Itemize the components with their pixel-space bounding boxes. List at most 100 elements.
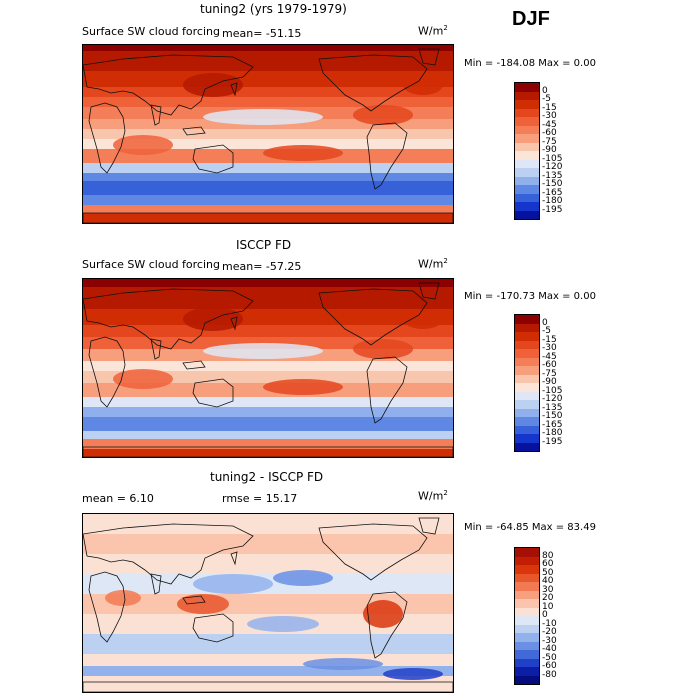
colorbar-swatch [515, 142, 539, 151]
panel-1-field-label: Surface SW cloud forcing [82, 25, 220, 38]
colorbar-swatch [515, 83, 539, 92]
colorbar-swatch [515, 374, 539, 383]
colorbar-swatch [515, 100, 539, 109]
colorbar-swatch [515, 599, 539, 608]
colorbar-swatch [515, 400, 539, 409]
colorbar-swatch [515, 408, 539, 417]
panel-3-map-field [83, 514, 453, 692]
panel-2-units: W/m2 [418, 257, 448, 271]
coastline [83, 288, 254, 350]
colorbar-tick-label: -45 [542, 351, 557, 362]
colorbar-swatch [515, 134, 539, 143]
colorbar-swatch [515, 641, 539, 650]
field-anomaly [113, 369, 173, 389]
coastline [83, 446, 453, 457]
coastline [230, 316, 238, 331]
field-anomaly [193, 574, 273, 594]
panel-3-units: W/m2 [418, 489, 448, 503]
coastline [318, 523, 428, 581]
colorbar-tick-label: 0 [542, 610, 548, 620]
field-band [83, 407, 453, 417]
field-anomaly [263, 379, 343, 395]
colorbar-swatch [515, 332, 539, 341]
colorbar-tick-label: 40 [542, 576, 554, 586]
season-label: DJF [512, 8, 550, 30]
coastline [192, 144, 234, 174]
field-band [83, 71, 453, 87]
coastline [192, 613, 234, 643]
colorbar-swatch [515, 425, 539, 434]
panel-1-mean: mean= -51.15 [222, 27, 302, 40]
field-anomaly [353, 339, 413, 359]
colorbar-tick-label: 30 [542, 584, 554, 595]
panel-2-field-label: Surface SW cloud forcing [82, 258, 220, 271]
coastline [418, 282, 440, 300]
colorbar-tick-label: -195 [542, 204, 563, 215]
colorbar-tick-label: -45 [542, 119, 557, 130]
coastline [88, 571, 126, 643]
coastline [83, 212, 453, 223]
panel-1-map [82, 44, 454, 224]
colorbar-tick-label: -60 [542, 661, 557, 671]
colorbar-tick-label: 60 [542, 559, 554, 569]
field-band [83, 51, 453, 71]
coastline [150, 573, 162, 595]
field-anomaly [353, 105, 413, 125]
panel-3-map [82, 513, 454, 693]
field-band [83, 97, 453, 107]
field-band [83, 287, 453, 309]
colorbar-tick-label: -135 [542, 170, 563, 181]
panel-3-minmax: Min = -64.85 Max = 83.49 [464, 522, 596, 533]
colorbar-swatch [515, 117, 539, 126]
colorbar-swatch [515, 202, 539, 211]
panel-3-rmse: rmse = 15.17 [222, 492, 298, 505]
coastline [150, 104, 162, 126]
panel-1-colorbar [514, 82, 540, 220]
coastline [192, 378, 234, 408]
field-anomaly [177, 594, 229, 614]
field-band [83, 554, 453, 574]
coastline [318, 288, 428, 346]
colorbar-swatch [515, 108, 539, 117]
colorbar-tick-label: -60 [542, 128, 557, 138]
field-band [83, 139, 453, 149]
panel-1-units: W/m2 [418, 24, 448, 38]
panel-1-title: tuning2 (yrs 1979-1979) [200, 2, 347, 16]
colorbar-tick-label: -5 [542, 326, 551, 336]
colorbar-tick-label: -80 [542, 669, 557, 680]
panel-2-title: ISCCP FD [236, 238, 292, 252]
colorbar-tick-label: 10 [542, 601, 554, 612]
panel-2-map [82, 278, 454, 458]
colorbar-swatch [515, 176, 539, 185]
field-anomaly [183, 73, 243, 97]
field-anomaly [363, 600, 403, 628]
panel-2-minmax: Min = -170.73 Max = 0.00 [464, 291, 596, 302]
colorbar-tick-label: -75 [542, 136, 557, 147]
coastline [182, 126, 206, 136]
field-anomaly [273, 570, 333, 586]
field-band [83, 439, 453, 449]
colorbar-tick-label: -50 [542, 652, 557, 663]
colorbar-swatch [515, 323, 539, 332]
field-band [83, 325, 453, 337]
field-band [83, 213, 453, 223]
colorbar-swatch [515, 185, 539, 194]
colorbar-swatch [515, 434, 539, 443]
field-band [83, 205, 453, 213]
colorbar-tick-label: -90 [542, 145, 557, 155]
colorbar-swatch [515, 125, 539, 134]
coastline [418, 517, 440, 535]
field-anomaly [203, 109, 323, 125]
field-anomaly [403, 309, 443, 329]
field-band [83, 195, 453, 205]
field-anomaly [203, 343, 323, 359]
colorbar-swatch [515, 168, 539, 177]
colorbar-swatch [515, 658, 539, 667]
field-band [83, 361, 453, 371]
colorbar-tick-label: -165 [542, 187, 563, 198]
colorbar-tick-label: -10 [542, 618, 557, 629]
coastline [83, 523, 254, 585]
field-band [83, 397, 453, 407]
colorbar-swatch [515, 383, 539, 392]
colorbar-tick-label: -15 [542, 334, 557, 345]
